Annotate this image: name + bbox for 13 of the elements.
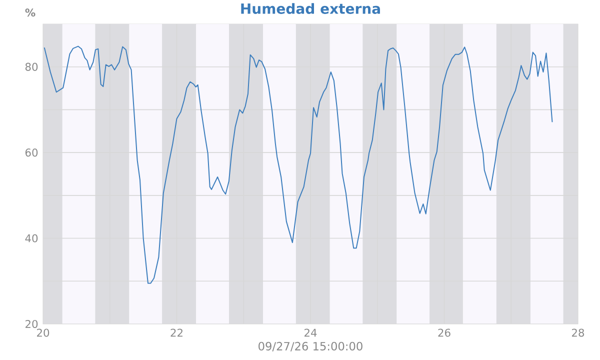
- y-tick-label: 60: [25, 148, 38, 157]
- x-tick-label: 28: [572, 328, 584, 337]
- y-tick-label: 20: [26, 320, 38, 328]
- x-tick-label: 20: [36, 328, 50, 337]
- x-tick-label: 26: [438, 328, 450, 337]
- line-series: [44, 46, 553, 284]
- x-axis-title: 09/27/26 15:00:00: [258, 342, 362, 352]
- y-tick-label: 40: [25, 234, 38, 242]
- chart-title: Humedad externa: [241, 3, 380, 14]
- x-tick-label: 22: [170, 328, 182, 337]
- y-axis-title: %: [25, 8, 36, 17]
- y-tick-label: 80: [25, 62, 38, 71]
- x-tick-label: 24: [304, 328, 317, 337]
